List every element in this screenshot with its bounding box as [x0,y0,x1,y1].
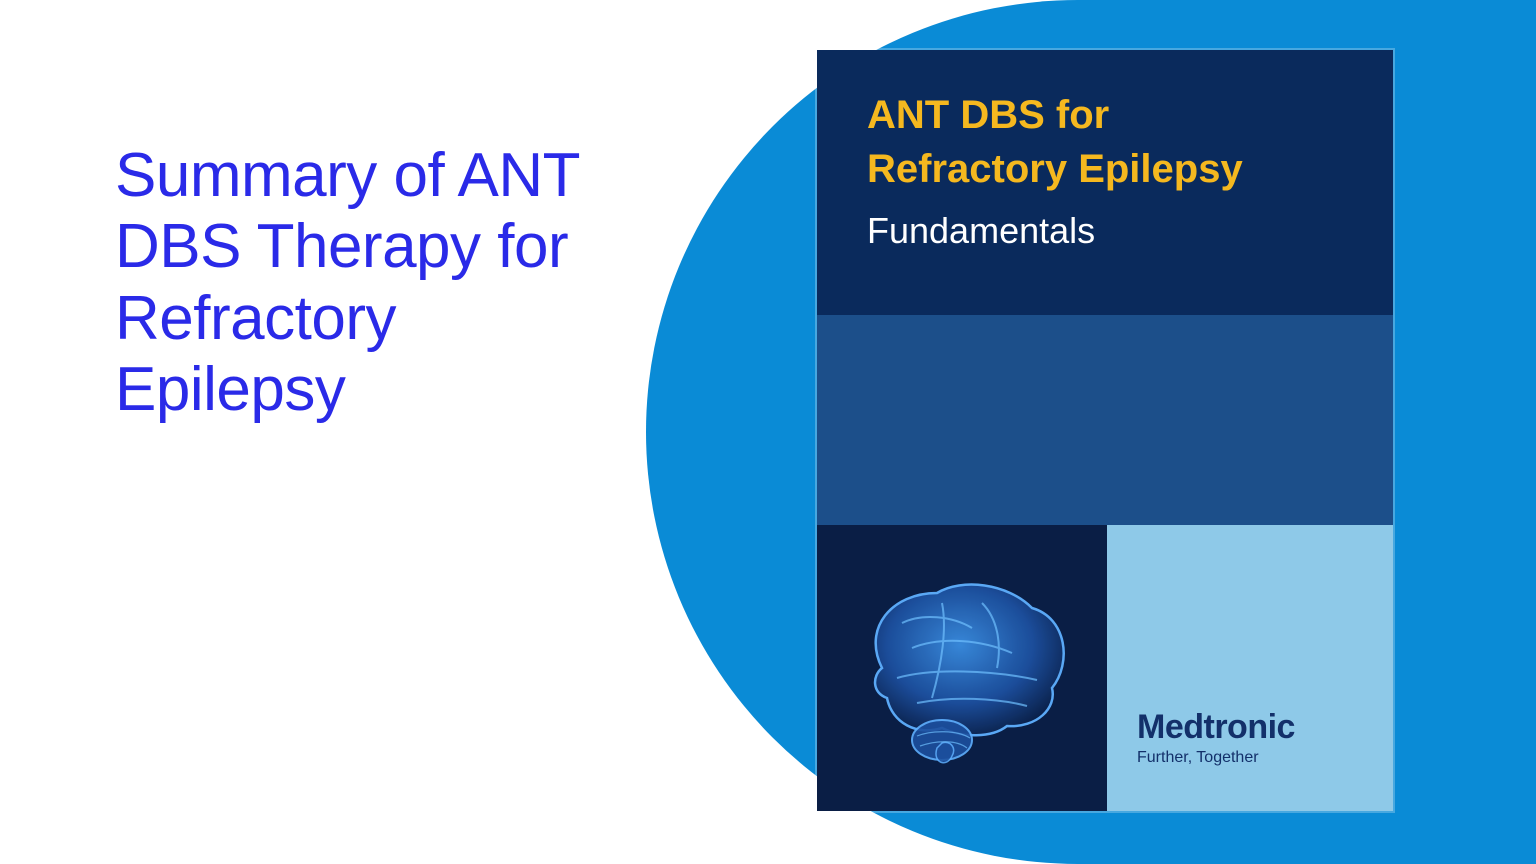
brain-panel [817,525,1107,811]
cover-header: ANT DBS for Refractory Epilepsy Fundamen… [817,50,1393,315]
cover-subtitle: Fundamentals [867,210,1343,252]
cover-title-line1: ANT DBS for [867,93,1109,137]
logo-tagline: Further, Together [1137,749,1393,767]
logo-name: Medtronic [1137,708,1393,747]
cover-mid-band [817,315,1393,525]
brain-icon [842,568,1082,768]
cover-title: ANT DBS for Refractory Epilepsy [867,88,1343,196]
page-title: Summary of ANT DBS Therapy for Refractor… [115,140,635,425]
slide: Summary of ANT DBS Therapy for Refractor… [0,0,1536,864]
cover-title-line2: Refractory Epilepsy [867,147,1243,191]
cover-bottom-row: Medtronic Further, Together [817,525,1393,811]
logo-panel: Medtronic Further, Together [1107,525,1393,811]
book-cover: ANT DBS for Refractory Epilepsy Fundamen… [815,48,1395,813]
